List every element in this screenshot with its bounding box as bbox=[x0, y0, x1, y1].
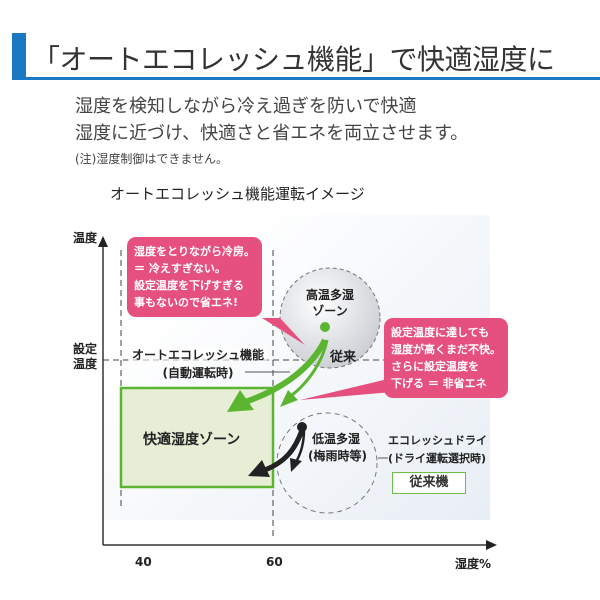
lead-line-2: 湿度に近づけ、快適さと省エネを両立させます。 bbox=[75, 123, 469, 144]
x-tick-40: 40 bbox=[135, 555, 152, 569]
lead-line-1: 湿度を検知しながら冷え過ぎを防いで快適 bbox=[75, 96, 417, 117]
callout-right-line: 湿度が高くまだ不快。 bbox=[391, 343, 501, 356]
callout-right-line: さらに設定温度を bbox=[391, 360, 479, 373]
callout-left-line: 設定温度を下げすぎる bbox=[134, 279, 244, 292]
diagram-subtitle: オートエコレッシュ機能運転イメージ bbox=[110, 185, 365, 203]
dry-label-2: (ドライ運転選択時) bbox=[388, 452, 487, 465]
callout-right-line: 設定温度に達しても bbox=[391, 326, 490, 339]
green-arrow-main-head bbox=[227, 390, 254, 412]
bubble-right-tail bbox=[300, 378, 392, 400]
note: (注)湿度制御はできません。 bbox=[75, 152, 229, 166]
black-start-dot bbox=[297, 422, 307, 432]
title-underline bbox=[12, 77, 600, 80]
callout-left-line: 事もないので省エネ! bbox=[134, 296, 239, 309]
y-axis-arrow bbox=[98, 236, 108, 247]
conventional-machine-label: 従来機 bbox=[392, 472, 466, 494]
auto-label-1: オートエコレッシュ機能 bbox=[128, 346, 268, 363]
y-axis-label: 温度 bbox=[73, 231, 98, 245]
callout-left: 湿度をとりながら冷房。 ＝ 冷えすぎない。 設定温度を下げすぎる 事もないので省… bbox=[127, 237, 262, 317]
y-set-label-2: 温度 bbox=[73, 357, 98, 371]
x-axis-label: 湿度% bbox=[455, 557, 492, 571]
black-arrow-main-head bbox=[248, 460, 270, 477]
x-tick-60: 60 bbox=[266, 555, 283, 569]
x-axis-arrow bbox=[486, 540, 497, 550]
callout-right-line: 下げる ＝ 非省エネ bbox=[391, 377, 487, 390]
auto-label-2: (自動運転時) bbox=[162, 366, 234, 380]
callout-left-line: ＝ 冷えすぎない。 bbox=[134, 262, 226, 275]
callout-left-line: 湿度をとりながら冷房。 bbox=[134, 245, 255, 258]
high-zone-label-2: ゾーン bbox=[312, 304, 348, 318]
black-arrow-main bbox=[264, 429, 305, 473]
black-arrow-dry-head bbox=[290, 458, 302, 472]
y-set-label-1: 設定 bbox=[73, 342, 98, 356]
low-zone-label-2: (梅雨時等) bbox=[308, 449, 367, 463]
comfort-zone-label: 快適湿度ゾーン bbox=[143, 432, 241, 448]
green-start-dot bbox=[320, 322, 330, 332]
low-zone-label-1: 低温多湿 bbox=[312, 432, 361, 446]
conventional-label: 従来 bbox=[330, 350, 357, 365]
bubble-left-tail bbox=[262, 318, 305, 345]
title-accent-bar bbox=[12, 33, 26, 80]
page-title: 「オートエコレッシュ機能」で快適湿度に bbox=[32, 43, 555, 76]
green-arrow-conventional bbox=[291, 339, 329, 397]
green-arrow-main bbox=[244, 338, 328, 405]
callout-right: 設定温度に達しても 湿度が高くまだ不快。 さらに設定温度を 下げる ＝ 非省エネ bbox=[384, 318, 508, 398]
green-arrow-conventional-head bbox=[280, 390, 298, 407]
high-zone-label-1: 高温多湿 bbox=[305, 288, 354, 302]
dry-label-1: エコレッシュドライ bbox=[388, 434, 487, 447]
